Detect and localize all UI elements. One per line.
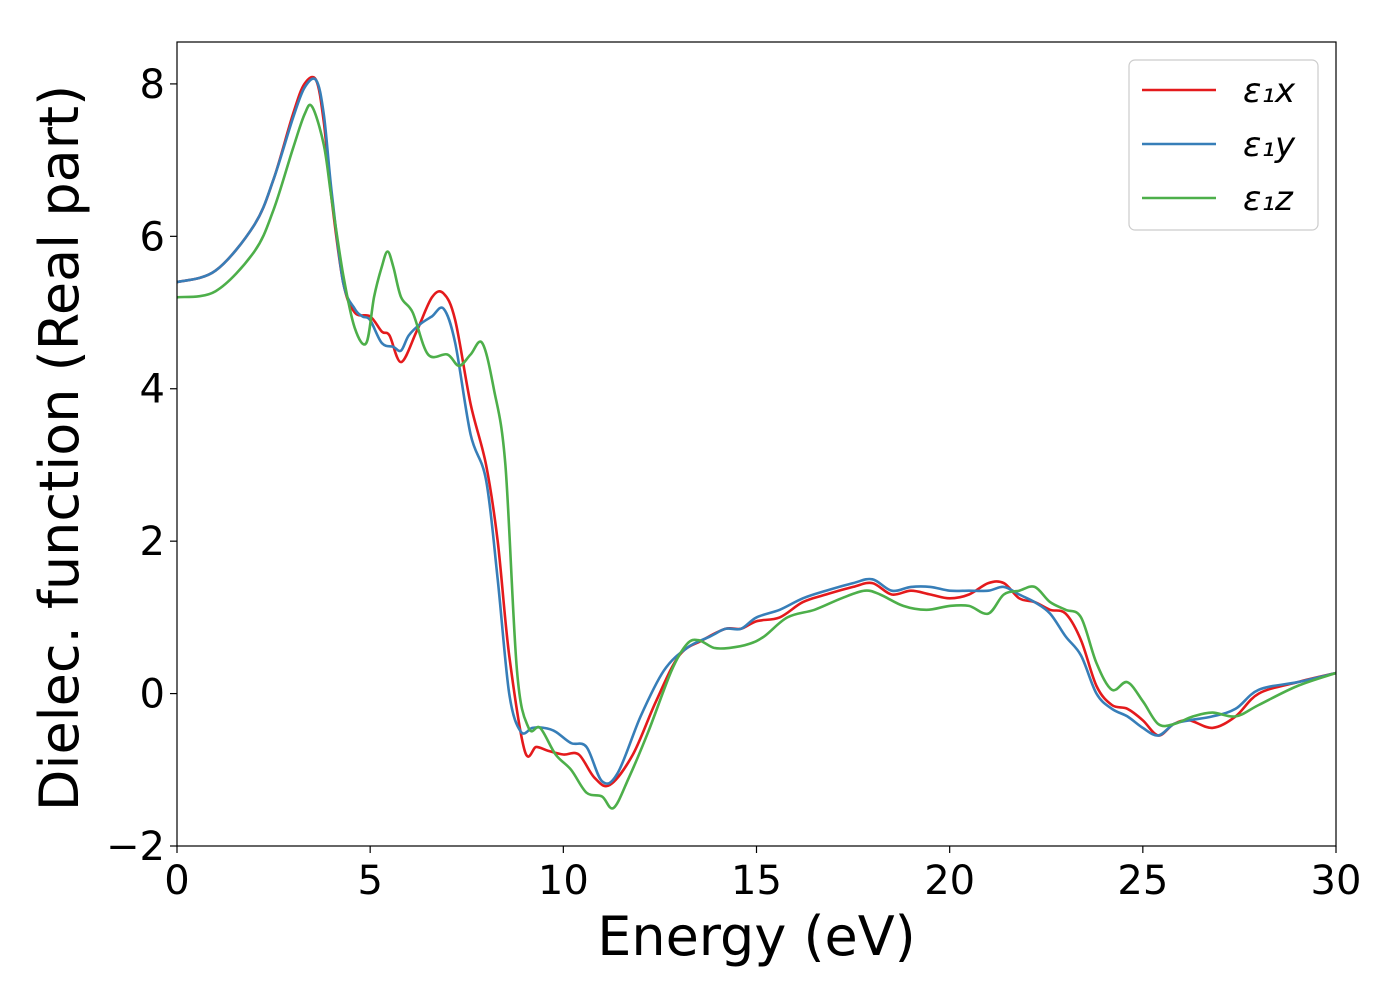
- y-tick-label: 6: [140, 214, 165, 260]
- series-line-2: [177, 77, 1336, 785]
- legend-label: ε₁y: [1243, 125, 1296, 165]
- legend-label: ε₁z: [1243, 179, 1294, 219]
- x-tick-label: 5: [357, 858, 382, 904]
- x-axis: 0 5 10 15 20 25 30: [164, 846, 1361, 904]
- legend: ε₁x ε₁y ε₁z: [1128, 59, 1319, 231]
- y-tick-label: −2: [106, 824, 165, 870]
- x-tick-label: 15: [731, 858, 782, 904]
- x-tick-label: 30: [1311, 858, 1362, 904]
- x-tick-label: 0: [164, 858, 189, 904]
- y-tick-label: 0: [140, 672, 165, 718]
- series-line-3: [177, 103, 1336, 810]
- y-tick-label: 4: [140, 367, 165, 413]
- legend-box: [1128, 59, 1319, 231]
- x-tick-label: 20: [924, 858, 975, 904]
- legend-label: ε₁x: [1243, 71, 1296, 111]
- y-axis-label: Dielec. function (Real part): [28, 85, 91, 811]
- x-axis-label: Energy (eV): [597, 905, 916, 968]
- x-tick-label: 10: [538, 858, 589, 904]
- series-layer: [177, 75, 1336, 810]
- y-tick-label: 2: [140, 519, 165, 565]
- x-tick-label: 25: [1117, 858, 1168, 904]
- y-axis: −2 0 2 4 6 8: [106, 62, 177, 870]
- y-tick-label: 8: [140, 62, 165, 108]
